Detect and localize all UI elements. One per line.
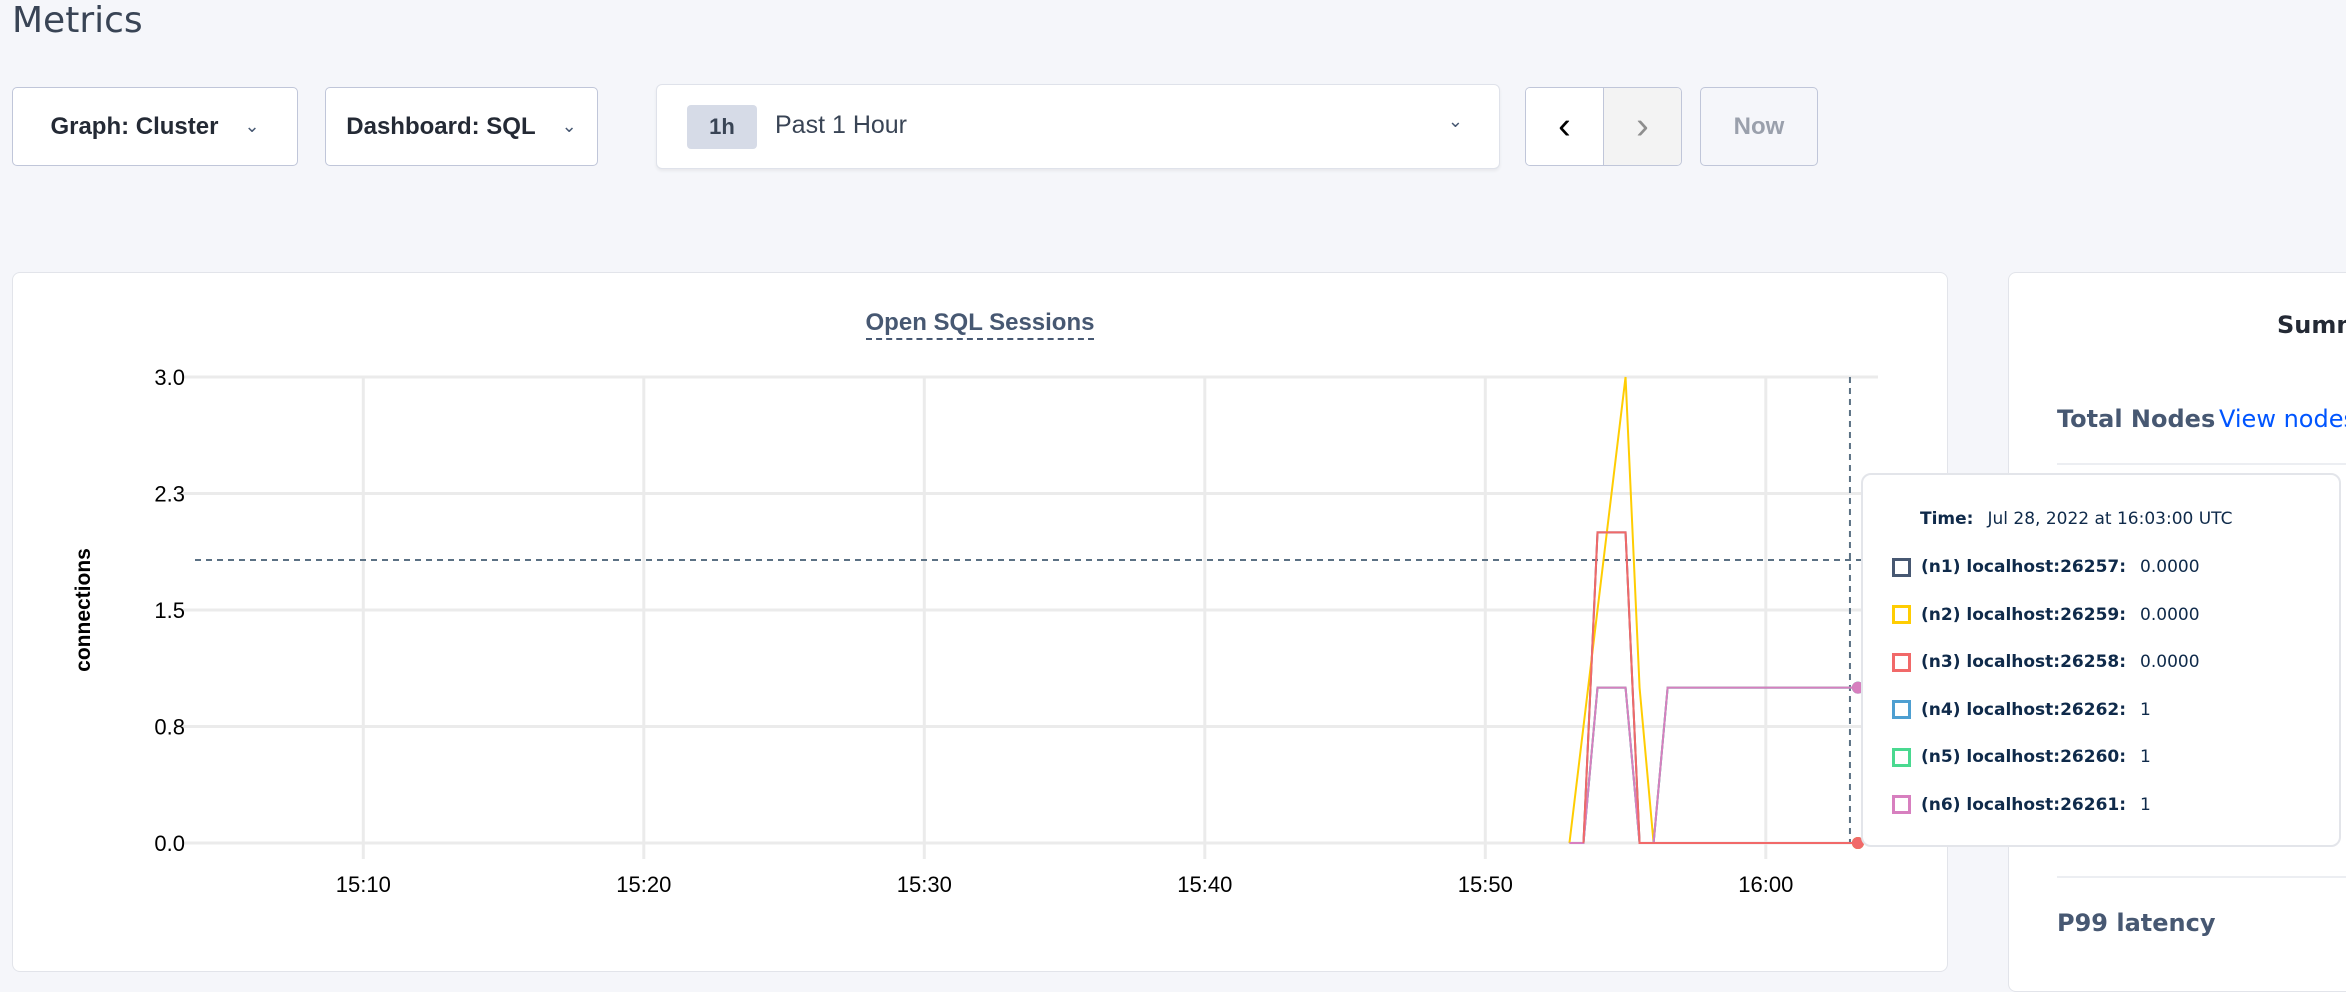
time-range-selector[interactable]: 1h Past 1 Hour ⌄ <box>656 84 1500 169</box>
x-tick-label: 16:00 <box>1738 872 1793 897</box>
series-swatch-icon <box>1892 652 1911 672</box>
time-range-label: Past 1 Hour <box>775 111 908 139</box>
tooltip-series-value: 1 <box>2140 699 2151 720</box>
series-swatch-icon <box>1892 795 1911 814</box>
tooltip-row: (n4) localhost:26262: 1 <box>1892 700 2151 720</box>
series-line <box>1569 686 1864 844</box>
chevron-down-icon: ⌄ <box>1447 111 1463 131</box>
series-swatch-icon <box>1892 700 1911 719</box>
graph-dropdown-label: Graph: Cluster <box>50 112 219 140</box>
series-swatch-icon <box>1892 605 1911 624</box>
dashboard-dropdown-label: Dashboard: SQL <box>346 112 536 140</box>
tooltip-series-label: (n4) localhost:26262: <box>1921 699 2127 720</box>
chevron-down-icon: ⌄ <box>244 116 260 136</box>
x-tick-label: 15:20 <box>616 872 671 897</box>
tooltip-series-label: (n1) localhost:26257: <box>1921 557 2127 577</box>
tooltip-series-value: 0.0000 <box>2140 652 2200 672</box>
y-tick-label: 3.0 <box>154 365 185 390</box>
chevron-right-icon: › <box>1636 105 1649 147</box>
tooltip-series-label: (n6) localhost:26261: <box>1921 794 2127 815</box>
now-button[interactable]: Now <box>1700 87 1818 166</box>
series-swatch-icon <box>1892 557 1911 577</box>
divider <box>2057 876 2346 878</box>
tooltip-row: (n1) localhost:26257: 0.0000 <box>1892 557 2200 577</box>
dashboard-dropdown[interactable]: Dashboard: SQL ⌄ <box>325 87 598 166</box>
chart-title[interactable]: Open SQL Sessions <box>865 309 1095 340</box>
tooltip-series-label: (n3) localhost:26258: <box>1921 652 2127 672</box>
tooltip-row: (n2) localhost:26259: 0.0000 <box>1892 605 2200 625</box>
series-line <box>1582 531 1864 844</box>
series-swatch-icon <box>1892 747 1911 767</box>
hover-point <box>1851 837 1864 849</box>
tooltip-row: (n3) localhost:26258: 0.0000 <box>1892 652 2200 672</box>
tooltip-series-value: 0.0000 <box>2140 604 2200 625</box>
x-tick-label: 15:50 <box>1458 872 1513 897</box>
divider <box>2057 463 2346 465</box>
hover-point <box>1851 681 1864 694</box>
previous-time-button[interactable]: ‹ <box>1526 88 1604 165</box>
graph-dropdown[interactable]: Graph: Cluster ⌄ <box>12 87 298 166</box>
tooltip-row: (n5) localhost:26260: 1 <box>1892 747 2151 767</box>
page-title: Metrics <box>12 0 143 41</box>
summary-title: Summ <box>2277 311 2346 339</box>
tooltip-row: (n6) localhost:26261: 1 <box>1892 795 2151 815</box>
tooltip-series-label: (n2) localhost:26259: <box>1921 604 2127 625</box>
total-nodes-label: Total Nodes <box>2057 405 2216 433</box>
y-tick-label: 0.8 <box>154 715 185 740</box>
chevron-down-icon: ⌄ <box>561 116 577 136</box>
y-axis-label: connections <box>72 548 95 672</box>
x-tick-label: 15:40 <box>1177 872 1232 897</box>
p99-latency-label: P99 latency <box>2057 909 2216 937</box>
open-sql-sessions-chart[interactable]: 0.0 0.8 1.5 2.3 3.0 15:10 15:20 15:30 15:40 15:50… <box>0 0 1950 978</box>
view-nodes-link[interactable]: View nodes <box>2219 405 2346 433</box>
series-line <box>1569 686 1864 844</box>
y-tick-label: 0.0 <box>154 831 185 856</box>
chevron-left-icon: ‹ <box>1558 105 1571 147</box>
chart-tooltip: Time: Jul 28, 2022 at 16:03:00 UTC (n1) l… <box>1861 473 2341 847</box>
tooltip-series-value: 1 <box>2140 747 2151 767</box>
series-line <box>1569 686 1864 844</box>
tooltip-series-value: 1 <box>2140 794 2151 815</box>
y-tick-label: 1.5 <box>154 598 185 623</box>
tooltip-series-value: 0.0000 <box>2140 557 2200 577</box>
tooltip-time: Time: Jul 28, 2022 at 16:03:00 UTC <box>1920 509 2233 529</box>
time-navigation: ‹ › <box>1525 87 1682 166</box>
next-time-button[interactable]: › <box>1604 88 1681 165</box>
tooltip-series-label: (n5) localhost:26260: <box>1921 747 2127 767</box>
x-tick-label: 15:30 <box>897 872 952 897</box>
time-range-pill: 1h <box>687 105 757 149</box>
y-tick-label: 2.3 <box>154 482 185 507</box>
x-tick-label: 15:10 <box>336 872 391 897</box>
